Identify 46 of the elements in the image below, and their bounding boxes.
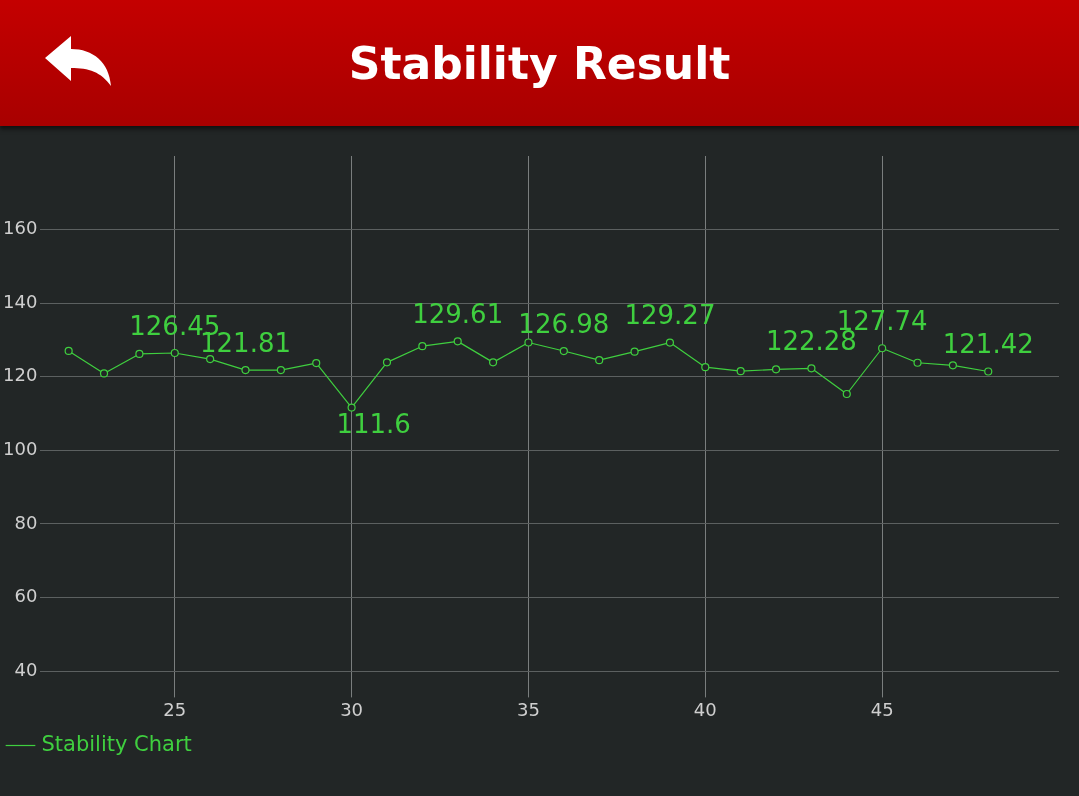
point (418, 342, 427, 351)
data-label: 111.6 (336, 409, 411, 440)
point (595, 356, 604, 365)
point (559, 346, 568, 356)
point (453, 337, 462, 346)
point (701, 363, 710, 372)
point (170, 348, 179, 358)
point (948, 361, 957, 370)
point (488, 358, 498, 367)
y-tick-label: 100 (3, 437, 38, 459)
point (64, 346, 73, 356)
x-tick-label: 30 (340, 698, 364, 720)
point (807, 364, 816, 373)
data-label: 129.61 (412, 299, 504, 330)
point (524, 338, 533, 347)
data-label: 121.42 (942, 329, 1034, 360)
y-tick-label: 40 (14, 658, 38, 680)
point (206, 354, 215, 364)
legend-label: Stability Chart (41, 731, 192, 756)
y-tick-label: 140 (3, 290, 38, 312)
x-tick-label: 35 (517, 698, 540, 720)
y-tick-label: 160 (3, 217, 38, 239)
y-tick-label: 80 (14, 511, 38, 533)
point (878, 344, 887, 353)
point (913, 358, 922, 367)
point (241, 365, 250, 375)
point (984, 367, 993, 376)
point (771, 365, 781, 374)
data-label: 129.27 (624, 300, 716, 331)
y-tick-label: 60 (14, 585, 38, 607)
x-tick-label: 40 (693, 698, 717, 720)
x-tick-label: 45 (870, 698, 894, 720)
x-tick-label: 25 (163, 698, 187, 720)
data-label: 126.98 (518, 308, 610, 339)
point (842, 389, 851, 399)
point (630, 347, 639, 356)
point (347, 403, 356, 412)
point (736, 367, 745, 376)
point (135, 349, 144, 359)
point (276, 366, 285, 375)
point (665, 338, 675, 347)
chart-title: Stability Result (348, 37, 731, 89)
point (382, 358, 392, 367)
point (99, 369, 109, 378)
point (312, 359, 321, 368)
y-tick-label: 120 (3, 364, 38, 386)
